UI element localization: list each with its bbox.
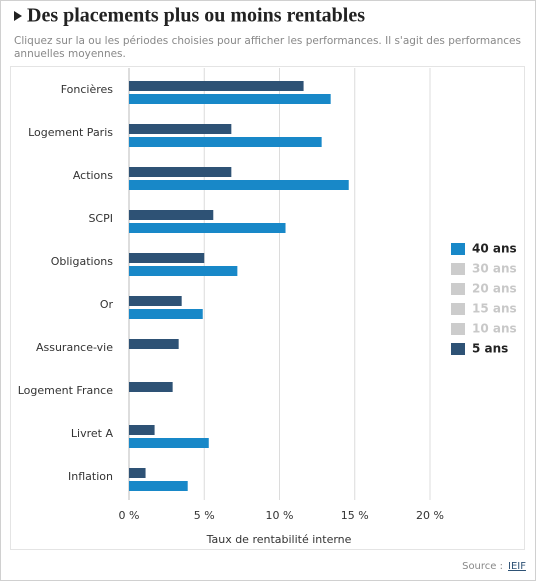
y-tick-label: Obligations [51, 255, 114, 268]
legend-item[interactable]: 40 ans [472, 242, 517, 256]
y-tick-label: Inflation [68, 470, 113, 483]
x-tick-label: 10 % [266, 509, 294, 522]
legend-item[interactable]: 5 ans [472, 342, 508, 356]
chart-title: Des placements plus ou moins rentables [27, 5, 365, 27]
source-link[interactable]: IEIF [508, 561, 526, 572]
bar [129, 481, 188, 491]
y-tick-label: Or [100, 298, 114, 311]
y-tick-label: SCPI [88, 212, 113, 225]
y-tick-label: Livret A [71, 427, 114, 440]
x-tick-label: 15 % [341, 509, 369, 522]
bar [129, 223, 286, 233]
x-tick-label: 5 % [194, 509, 215, 522]
bar [129, 266, 238, 276]
y-tick-label: Assurance-vie [36, 341, 113, 354]
legend-item[interactable]: 15 ans [472, 302, 517, 316]
legend-swatch[interactable] [451, 283, 465, 295]
legend-swatch[interactable] [451, 303, 465, 315]
bar [129, 339, 179, 349]
y-tick-label: Logement France [18, 384, 113, 397]
legend-item[interactable]: 20 ans [472, 282, 517, 296]
bar [129, 438, 209, 448]
bar [129, 253, 205, 263]
bar [129, 124, 232, 134]
bar [129, 210, 214, 220]
x-axis-label: Taux de rentabilité interne [206, 533, 352, 546]
bar [129, 309, 203, 319]
legend-swatch[interactable] [451, 243, 465, 255]
legend-swatch[interactable] [451, 323, 465, 335]
subtitle: Cliquez sur la ou les périodes choisies … [14, 35, 521, 47]
y-tick-label: Actions [73, 169, 113, 182]
bar [129, 137, 322, 147]
bar [129, 180, 349, 190]
title-arrow [14, 11, 22, 21]
legend-item[interactable]: 30 ans [472, 262, 517, 276]
source-label: Source : [462, 561, 503, 572]
legend-item[interactable]: 10 ans [472, 322, 517, 336]
x-tick-label: 20 % [416, 509, 444, 522]
bar [129, 468, 146, 478]
subtitle: annuelles moyennes. [14, 48, 126, 60]
bar [129, 382, 173, 392]
bar [129, 425, 155, 435]
x-tick-label: 0 % [119, 509, 140, 522]
y-tick-label: Logement Paris [28, 126, 113, 139]
legend-swatch[interactable] [451, 343, 465, 355]
bar [129, 167, 232, 177]
plot-frame [10, 66, 525, 550]
y-tick-label: Foncières [61, 83, 114, 96]
bar [129, 296, 182, 306]
bar [129, 94, 331, 104]
bar [129, 81, 304, 91]
legend-swatch[interactable] [451, 263, 465, 275]
